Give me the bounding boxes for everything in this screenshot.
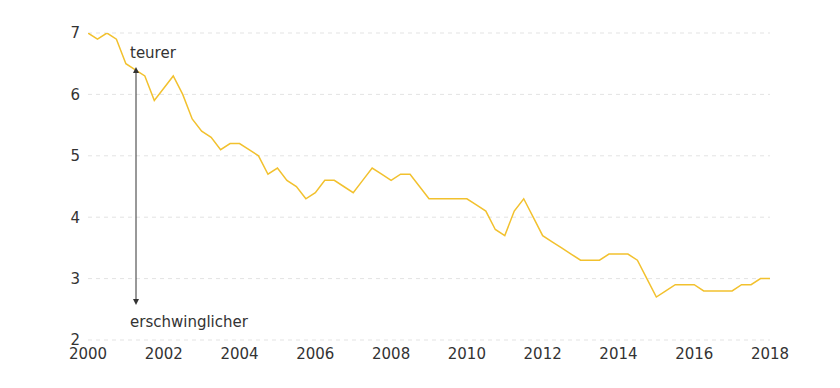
svg-text:3: 3 — [70, 270, 80, 288]
svg-text:2016: 2016 — [675, 345, 713, 363]
svg-text:erschwinglicher: erschwinglicher — [130, 313, 249, 331]
svg-text:5: 5 — [70, 147, 80, 165]
svg-text:2004: 2004 — [220, 345, 258, 363]
svg-text:7: 7 — [70, 24, 80, 42]
svg-text:2006: 2006 — [296, 345, 334, 363]
svg-text:2002: 2002 — [145, 345, 183, 363]
svg-text:2010: 2010 — [448, 345, 486, 363]
svg-text:2000: 2000 — [68, 344, 108, 363]
svg-text:2014: 2014 — [599, 345, 637, 363]
svg-text:6: 6 — [70, 86, 80, 104]
svg-text:4: 4 — [70, 209, 80, 227]
svg-text:2: 2 — [70, 331, 80, 349]
svg-text:2018: 2018 — [751, 345, 789, 363]
svg-text:2008: 2008 — [372, 345, 410, 363]
svg-text:teurer: teurer — [130, 44, 177, 62]
svg-text:2012: 2012 — [524, 345, 562, 363]
